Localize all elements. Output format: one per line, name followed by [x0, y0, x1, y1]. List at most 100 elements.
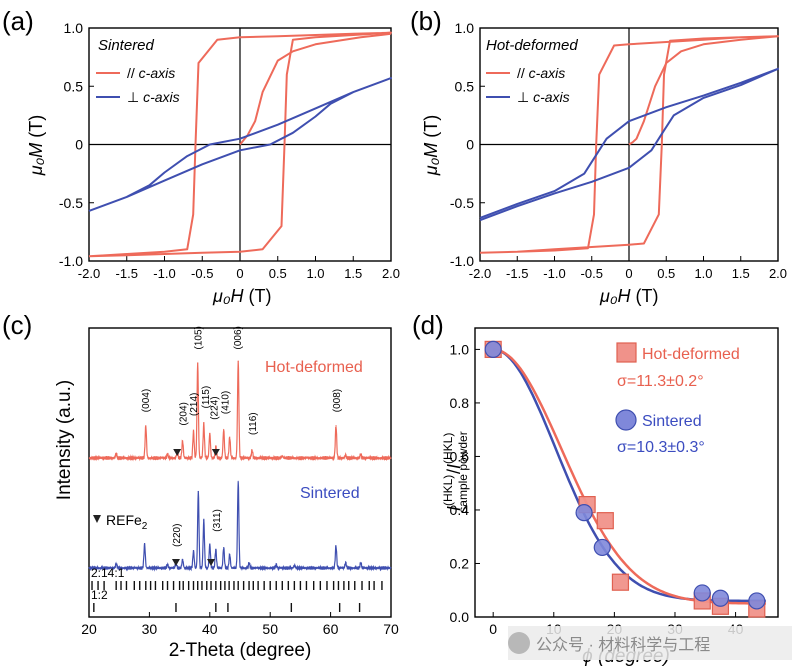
- panel-b-title: Hot-deformed: [486, 37, 578, 54]
- xrd-peak: [251, 449, 253, 451]
- xrd-peak: [281, 455, 283, 457]
- x-tick-label: -2.0: [469, 266, 491, 281]
- refe2-legend: REFe2: [93, 512, 148, 532]
- hkl-label: (006): [233, 326, 244, 349]
- panel-c-ticks: 20 30 40 50 60 70: [81, 612, 399, 637]
- legend-hot-deformed: Hot-deformed: [642, 346, 740, 363]
- data-point-sintered: [575, 504, 593, 522]
- y-tick-label: 1.0: [64, 20, 84, 36]
- reference-phase-label: 2:14:1: [91, 566, 125, 580]
- panel-a-curves: [88, 31, 392, 258]
- legend-perpendicular: ⊥ c-axis: [127, 89, 180, 105]
- xrd-peak: [335, 545, 337, 547]
- reference-phase-label: 1:2: [91, 588, 108, 602]
- xrd-peak: [182, 440, 184, 442]
- panel-c-ylabel: Intensity (a.u.): [54, 380, 75, 500]
- xrd-peak: [248, 562, 250, 564]
- xrd-peak: [203, 423, 205, 425]
- hysteresis-curve-parallel: [239, 32, 392, 146]
- y-tick-label: 0.5: [64, 78, 84, 94]
- x-tick-label: -1.0: [543, 266, 565, 281]
- x-tick-label: 50: [262, 621, 278, 637]
- x-tick-label: 1.5: [344, 266, 362, 281]
- xrd-peak: [360, 562, 362, 564]
- sample-label-hot-deformed: Hot-deformed: [265, 359, 363, 376]
- data-point-sintered: [484, 340, 502, 359]
- xrd-peak: [192, 430, 195, 432]
- hkl-label: (116): [248, 412, 259, 435]
- panel-a: (a) Sintered -2.0 -1.5 -1.0 -0.5 0 0.5 1.0 1.5 2…: [2, 6, 400, 306]
- data-point-hot-deformed: [611, 573, 630, 591]
- x-tick-label: 1.0: [306, 266, 324, 281]
- x-tick-label: 60: [323, 621, 339, 637]
- hkl-label: (105): [194, 326, 205, 349]
- x-tick-label: 2.0: [769, 266, 787, 281]
- y-tick-label: 0: [75, 137, 83, 153]
- sample-label-sintered: Sintered: [300, 485, 360, 502]
- hysteresis-curve-parallel: [88, 31, 392, 258]
- xrd-peak: [293, 564, 295, 567]
- panel-b-ylabel: μ₀M (T): [421, 115, 441, 176]
- refe2-triangle-icon: [207, 559, 216, 566]
- y-tick-label: 0.6: [450, 448, 470, 464]
- hkl-label: (214): [189, 393, 200, 416]
- x-tick-label: 30: [142, 621, 158, 637]
- panel-d-frame: [474, 327, 779, 618]
- hkl-label: (204): [179, 402, 190, 425]
- y-tick-label: 1.0: [450, 341, 470, 357]
- panel-a-legend: // c-axis ⊥ c-axis: [96, 65, 180, 105]
- panel-c: (c) 20 30 40 50 60 70 (004) (204) (214) (105) (11…: [2, 310, 399, 661]
- xrd-peak: [197, 490, 199, 493]
- legend-perpendicular: ⊥ c-axis: [517, 89, 570, 105]
- y-tick-label: -1.0: [59, 253, 83, 269]
- panel-a-title: Sintered: [98, 37, 155, 54]
- panel-d-points: [484, 340, 766, 618]
- refe2-triangle-icon: [173, 449, 182, 456]
- panel-a-ylabel: μ₀M (T): [26, 115, 46, 176]
- watermark-text: 公众号 · 材料科学与工程: [536, 637, 711, 654]
- x-tick-label: 0: [625, 266, 632, 281]
- xrd-peak: [237, 480, 239, 482]
- xrd-peak: [192, 550, 195, 552]
- panel-b: (b) Hot-deformed -2.0 -1.5 -1.0 -0.5 0 0.5 1.0…: [410, 6, 787, 306]
- xrd-peak: [166, 453, 169, 455]
- xrd-peak: [209, 432, 211, 434]
- data-point-sintered: [693, 584, 711, 602]
- x-tick-label: -1.5: [506, 266, 528, 281]
- xrd-peak: [215, 548, 217, 550]
- xrd-peak: [360, 453, 362, 455]
- y-tick-label: 1.0: [455, 20, 475, 36]
- panel-b-curves: [479, 35, 779, 254]
- xrd-peak: [115, 563, 117, 565]
- x-tick-label: 1.0: [694, 266, 712, 281]
- hysteresis-curve-perpendicular: [479, 67, 779, 222]
- data-point-hot-deformed: [596, 512, 614, 530]
- panel-c-xlabel: 2-Theta (degree): [169, 640, 312, 661]
- y-tick-label: 0: [466, 137, 474, 153]
- data-point-sintered: [593, 538, 611, 557]
- legend-parallel: // c-axis: [127, 65, 175, 81]
- y-tick-label: 0.0: [450, 609, 470, 625]
- xrd-peak: [145, 425, 147, 427]
- xrd-pattern-hot-deformed: [88, 360, 392, 462]
- refe2-legend-text: REFe2: [106, 512, 148, 532]
- x-tick-label: 40: [202, 621, 218, 637]
- xrd-peak: [345, 454, 347, 456]
- legend-sintered-sigma: σ=10.3±0.3°: [617, 439, 705, 456]
- data-point-sintered: [748, 592, 766, 610]
- triangle-marker-icon: [93, 515, 101, 523]
- xrd-peak: [182, 558, 184, 561]
- x-tick-label: 0.5: [269, 266, 287, 281]
- panel-b-ticks: -2.0 -1.5 -1.0 -0.5 0 0.5 1.0 1.5 2.0 -1.0 -0.5 0 0.…: [450, 20, 787, 281]
- panel-c-label: (c): [2, 310, 32, 340]
- hkl-label: (008): [332, 389, 343, 412]
- panel-d-legend: Hot-deformed σ=11.3±0.2° Sintered σ=10.3…: [615, 342, 740, 456]
- x-tick-label: 70: [383, 621, 399, 637]
- xrd-peak: [223, 547, 225, 549]
- panel-a-label: (a): [2, 6, 34, 36]
- x-tick-label: 2.0: [382, 266, 400, 281]
- xrd-peak: [215, 446, 217, 448]
- x-tick-label: 20: [81, 621, 97, 637]
- x-tick-label: -2.0: [78, 266, 100, 281]
